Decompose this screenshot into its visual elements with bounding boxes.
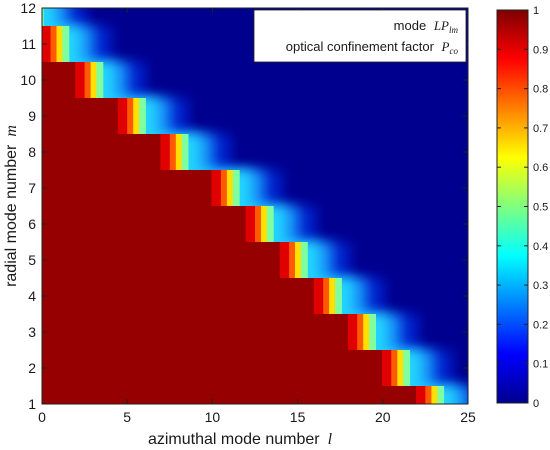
y-tick-label: 2 xyxy=(28,360,36,376)
x-tick-label: 20 xyxy=(375,409,391,425)
colorbar-tick-label: 0.2 xyxy=(533,319,548,331)
y-tick-label: 5 xyxy=(28,252,36,268)
colorbar-gradient xyxy=(496,9,529,404)
colorbar-ticks: 0 0.1 0.2 0.3 0.4 0.5 0.6 0.7 0.8 0.9 1 xyxy=(497,5,548,410)
colorbar: 0 0.1 0.2 0.3 0.4 0.5 0.6 0.7 0.8 0.9 1 xyxy=(496,5,548,410)
colorbar-tick-label: 1 xyxy=(533,5,539,17)
plot-area xyxy=(42,8,468,404)
colorbar-tick-label: 0.4 xyxy=(533,241,548,253)
colorbar-tick-label: 0.9 xyxy=(533,44,548,56)
x-tick-label: 5 xyxy=(123,409,131,425)
y-tick-label: 4 xyxy=(28,288,36,304)
colorbar-tick-label: 0.1 xyxy=(533,359,548,371)
heat-layers xyxy=(42,8,468,404)
annotation-line-1: mode LPlm xyxy=(394,18,459,35)
y-tick-label: 8 xyxy=(28,144,36,160)
colorbar-tick-label: 0.7 xyxy=(533,123,548,135)
x-tick-label: 0 xyxy=(38,409,46,425)
x-axis-label: azimuthal mode number l xyxy=(148,431,333,448)
y-tick-label: 7 xyxy=(28,180,36,196)
x-tick-label: 25 xyxy=(460,409,476,425)
colorbar-tick-label: 0.8 xyxy=(533,84,548,96)
y-axis-label: radial mode number m xyxy=(3,125,20,287)
y-tick-label: 9 xyxy=(28,108,36,124)
colorbar-tick-label: 0.6 xyxy=(533,162,548,174)
y-tick-label: 6 xyxy=(28,216,36,232)
x-tick-label: 15 xyxy=(290,409,306,425)
heat-band-7 xyxy=(42,62,416,404)
x-tick-label: 10 xyxy=(205,409,221,425)
colorbar-tick-label: 0.3 xyxy=(533,280,548,292)
y-tick-label: 10 xyxy=(20,72,36,88)
y-tick-label: 11 xyxy=(21,36,36,52)
y-axis-symbol: m xyxy=(3,125,20,137)
y-tick-label: 12 xyxy=(20,0,36,16)
annotation-box: mode LPlm optical confinement factor Pco xyxy=(253,9,467,63)
colorbar-tick-label: 0 xyxy=(533,398,539,410)
y-tick-label: 3 xyxy=(28,324,36,340)
colorbar-tick-label: 0.5 xyxy=(533,202,548,214)
y-axis-label-text: radial mode number xyxy=(3,144,20,287)
plot-frame xyxy=(41,7,469,405)
x-axis-label-text: azimuthal mode number xyxy=(148,431,320,448)
annotation-line-2: optical confinement factor Pco xyxy=(286,39,459,56)
y-tick-label: 1 xyxy=(28,396,36,412)
x-axis-symbol: l xyxy=(328,431,333,448)
